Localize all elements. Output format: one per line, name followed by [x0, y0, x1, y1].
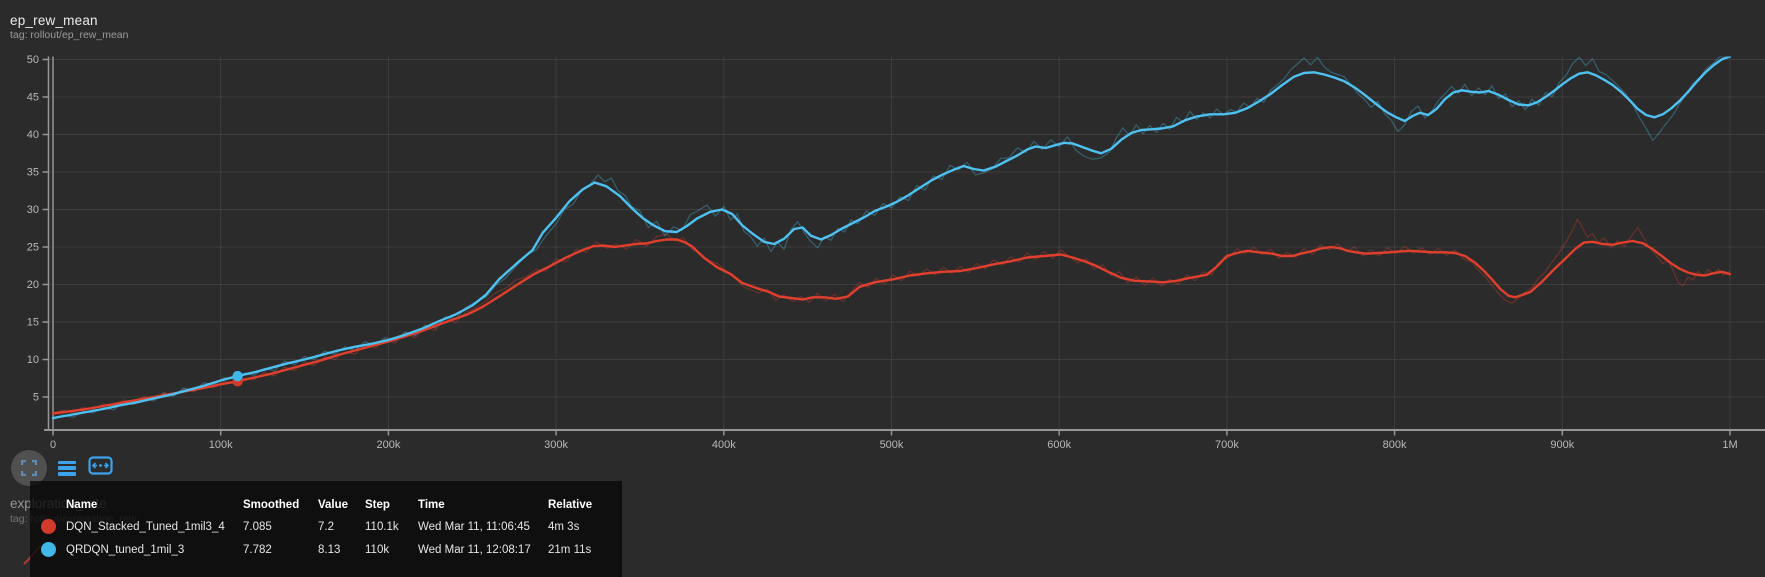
axes [43, 57, 1765, 436]
tooltip-header-name: Name [66, 499, 243, 511]
x-tick-label: 700k [1215, 439, 1239, 450]
x-tick-label: 400k [712, 439, 736, 450]
y-tick-label: 35 [27, 167, 39, 179]
tooltip-header-step: Step [365, 499, 418, 511]
y-tick-label: 50 [27, 54, 39, 66]
run-time: Wed Mar 11, 11:06:45 [418, 521, 548, 533]
y-tick-label: 15 [27, 317, 39, 329]
tooltip-header-smoothed: Smoothed [243, 499, 318, 511]
fit-domain-icon[interactable] [88, 456, 113, 480]
run-relative: 4m 3s [548, 521, 618, 533]
x-tick-label: 100k [209, 439, 233, 450]
run-relative: 21m 11s [548, 544, 618, 556]
fullscreen-expand-icon [21, 460, 37, 476]
run-value: 7.2 [318, 521, 365, 533]
tooltip-header-relative: Relative [548, 499, 618, 511]
tooltip-header-row: Name Smoothed Value Step Time Relative [30, 494, 622, 515]
run-value: 8.13 [318, 544, 365, 556]
run-name: QRDQN_tuned_1mil_3 [66, 544, 243, 556]
x-tick-label: 300k [544, 439, 568, 450]
hover-dot-QRDQN_tuned_1mil_3 [232, 371, 242, 381]
y-tick-label: 10 [27, 354, 39, 366]
run-name: DQN_Stacked_Tuned_1mil3_4 [66, 521, 243, 533]
x-tick-label: 500k [880, 439, 904, 450]
run-step: 110.1k [365, 521, 418, 533]
run-color-dot [41, 519, 56, 534]
hamburger-menu-icon[interactable] [58, 461, 76, 476]
x-tick-label: 800k [1383, 439, 1407, 450]
y-tick-label: 20 [27, 279, 39, 291]
y-tick-label: 30 [27, 204, 39, 216]
tooltip-row-qrdqn: QRDQN_tuned_1mil_3 7.782 8.13 110k Wed M… [30, 538, 622, 561]
hover-tooltip: Name Smoothed Value Step Time Relative D… [30, 481, 622, 577]
run-color-dot [41, 542, 56, 557]
run-smoothed: 7.782 [243, 544, 318, 556]
x-tick-label: 600k [1047, 439, 1071, 450]
tooltip-header-time: Time [418, 499, 548, 511]
x-tick-label: 200k [376, 439, 400, 450]
run-time: Wed Mar 11, 12:08:17 [418, 544, 548, 556]
tooltip-row-dqn: DQN_Stacked_Tuned_1mil3_4 7.085 7.2 110.… [30, 515, 622, 538]
y-tick-label: 45 [27, 92, 39, 104]
tooltip-header-value: Value [318, 499, 365, 511]
y-tick-label: 5 [33, 392, 39, 404]
hover-dots [232, 371, 242, 387]
gridlines [49, 57, 1765, 431]
run-step: 110k [365, 544, 418, 556]
x-tick-label: 1M [1722, 439, 1737, 450]
y-tick-label: 40 [27, 129, 39, 141]
y-tick-label: 25 [27, 242, 39, 254]
run-smoothed: 7.085 [243, 521, 318, 533]
x-tick-label: 900k [1550, 439, 1574, 450]
